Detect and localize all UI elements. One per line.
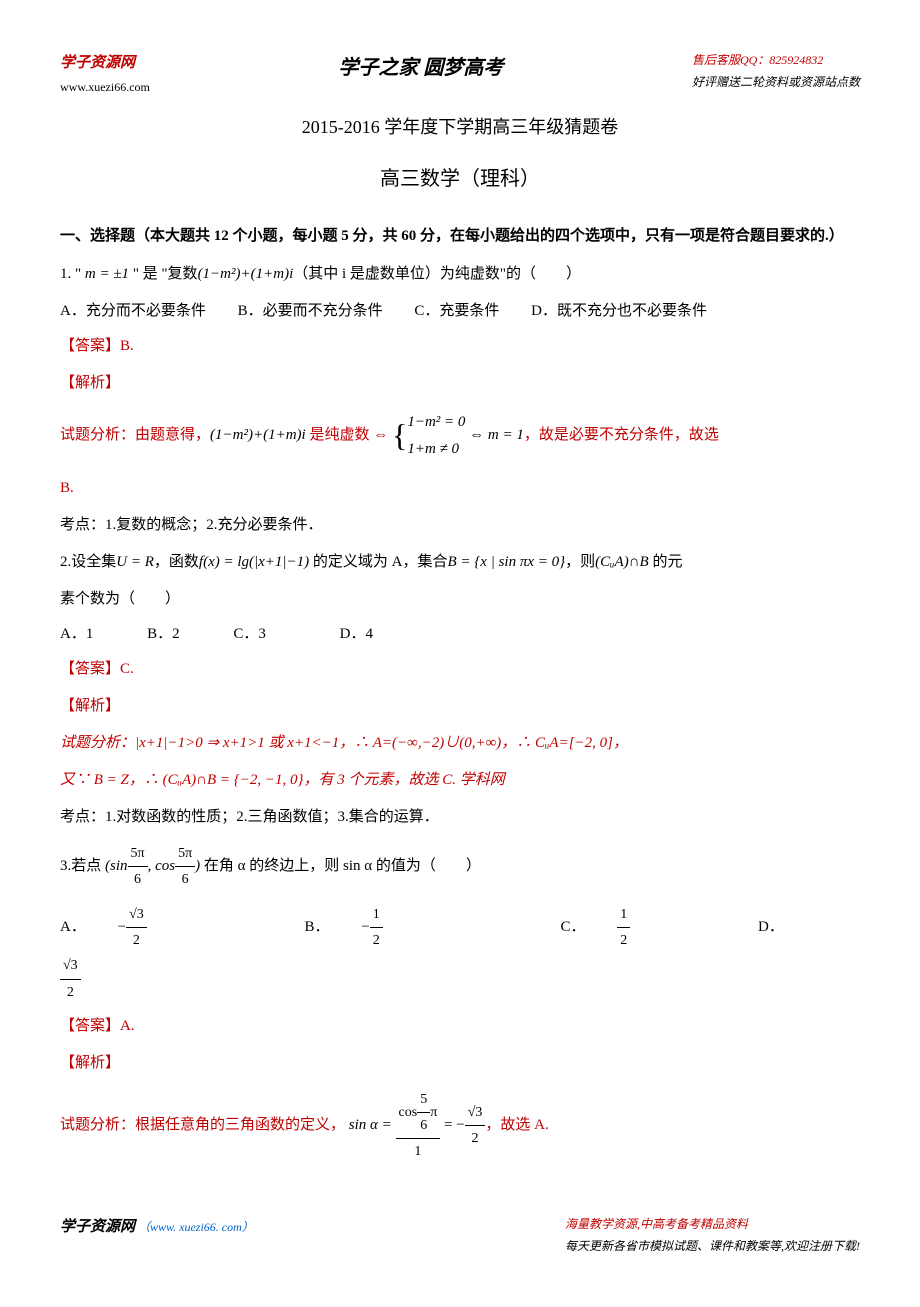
q3-opt-a: A． −√32: [60, 919, 203, 935]
q3-analysis-prefix: 试题分析：根据任意角的三角函数的定义，: [60, 1117, 345, 1133]
q3-text: 3.若点: [60, 858, 101, 874]
q2-analysis2-text: 又∵ B = Z，∴ (CᵤA)∩B = {−2, −1, 0}，有 3 个元素…: [60, 772, 505, 788]
question-3: 3.若点 (sin5π6, cos5π6) 在角 α 的终边上，则 sin α …: [60, 841, 860, 892]
q1-opt-c: C．充要条件: [414, 303, 499, 319]
q1-eq-top: 1−m² = 0: [407, 414, 465, 430]
header-left: 学子资源网 www.xuezi66.com: [60, 50, 150, 99]
q1-options: A．充分而不必要条件 B．必要而不充分条件 C．充要条件 D．既不充分也不必要条…: [60, 298, 860, 325]
q2-math4: (CᵤA)∩B: [595, 554, 649, 570]
q2-kaodian: 考点：1.对数函数的性质；2.三角函数值；3.集合的运算．: [60, 804, 860, 831]
footer-line1: 海量教学资源,中高考备考精品资料: [565, 1214, 860, 1236]
q1-opt-d: D．既不充分也不必要条件: [531, 303, 707, 319]
q3-f1-den: 6: [128, 867, 148, 892]
q2-opt-a: A．1: [60, 626, 93, 642]
section-header: 一、选择题（本大题共 12 个小题，每小题 5 分，共 60 分，在每小题给出的…: [60, 221, 860, 251]
q1-analysis-mid2: ⇔ m = 1: [469, 427, 524, 443]
q1-mid2: （其中 i 是虚数单位）为纯虚数"的（ ）: [293, 266, 581, 282]
title-main: 2015-2016 学年度下学期高三年级猜题卷: [60, 111, 860, 143]
header-brand: 学子资源网: [60, 50, 150, 77]
q2-text4: ，则: [565, 554, 595, 570]
q1-analysis: 试题分析：由题意得，(1−m²)+(1+m)i 是纯虚数 ⇔ {1−m² = 0…: [60, 407, 860, 465]
question-1: 1. " m = ±1 " 是 "复数(1−m²)+(1+m)i（其中 i 是虚…: [60, 261, 860, 288]
q2-analysis1-text: 试题分析：|x+1|−1>0 ⇒ x+1>1 或 x+1<−1，∴ A=(−∞,…: [60, 735, 628, 751]
q3-options: A． −√32 B． −12 C． 12 D． √32: [60, 902, 860, 1005]
header-url: www.xuezi66.com: [60, 77, 150, 99]
footer-right: 海量教学资源,中高考备考精品资料 每天更新各省市模拟试题、课件和教案等,欢迎注册…: [565, 1214, 860, 1257]
q1-mid1: " 是 "复数: [129, 266, 198, 282]
q2-analysis1: 试题分析：|x+1|−1>0 ⇒ x+1>1 或 x+1<−1，∴ A=(−∞,…: [60, 730, 860, 757]
q2-text: 2.设全集: [60, 554, 116, 570]
footer-brand: 学子资源网: [60, 1219, 135, 1235]
q2-text3: 的定义域为 A，集合: [309, 554, 447, 570]
q2-text5: 的元: [649, 554, 683, 570]
header-qq: 售后客服QQ：825924832: [692, 50, 860, 72]
footer: 学子资源网 （www. xuezi66. com） 海量教学资源,中高考备考精品…: [60, 1214, 860, 1257]
q1-analysis-suffix: ，故是必要不充分条件，故选: [524, 427, 719, 443]
question-2: 2.设全集U = R，函数f(x) = lg(|x+1|−1) 的定义域为 A，…: [60, 549, 860, 576]
q3-text2: 在角 α 的终边上，则 sin α 的值为（ ）: [204, 858, 481, 874]
q1-eq-bot: 1+m ≠ 0: [407, 441, 459, 457]
title-sub: 高三数学（理科）: [60, 161, 860, 197]
q3-analysis-suffix: ，故选 A.: [485, 1117, 548, 1133]
q3-answer: 【答案】A.: [60, 1013, 860, 1040]
q2-opt-c: C．3: [233, 626, 266, 642]
q1-analysis-prefix: 试题分析：由题意得，: [60, 427, 210, 443]
q1-math1: m = ±1: [85, 266, 129, 282]
q3-f2-num: 5π: [175, 841, 195, 867]
q2-options: A．1 B．2 C．3 D．4: [60, 621, 860, 648]
q3-f2-den: 6: [175, 867, 195, 892]
q2-text6: 素个数为（ ）: [60, 586, 860, 613]
q2-opt-b: B．2: [147, 626, 180, 642]
footer-url: （www. xuezi66. com）: [138, 1220, 254, 1234]
q1-analysis-label: 【解析】: [60, 370, 860, 397]
header-note: 好评赠送二轮资料或资源站点数: [692, 72, 860, 94]
q2-text2: ，函数: [154, 554, 199, 570]
q3-f1-num: 5π: [128, 841, 148, 867]
q1-opt-a: A．充分而不必要条件: [60, 303, 206, 319]
q2-analysis-label: 【解析】: [60, 693, 860, 720]
q2-answer: 【答案】C.: [60, 656, 860, 683]
q1-opt-b: B．必要而不充分条件: [238, 303, 383, 319]
q3-opt-c: C． 12: [560, 919, 686, 935]
q1-answer: 【答案】B.: [60, 333, 860, 360]
q1-prefix: 1. ": [60, 266, 85, 282]
q1-analysis-mid1: 是纯虚数: [306, 427, 370, 443]
q2-math2: f(x) = lg(|x+1|−1): [199, 554, 309, 570]
q3-analysis-label: 【解析】: [60, 1050, 860, 1077]
header-center: 学子之家 圆梦高考: [338, 50, 503, 86]
q3-analysis: 试题分析：根据任意角的三角函数的定义， sin α = cos56π1 = −√…: [60, 1087, 860, 1165]
q2-opt-d: D．4: [340, 626, 373, 642]
q3-sin-alpha: sin α =: [349, 1117, 392, 1133]
q1-math2: (1−m²)+(1+m)i: [198, 266, 294, 282]
footer-line2: 每天更新各省市模拟试题、课件和教案等,欢迎注册下载!: [565, 1236, 860, 1258]
q2-analysis2: 又∵ B = Z，∴ (CᵤA)∩B = {−2, −1, 0}，有 3 个元素…: [60, 767, 860, 794]
q2-math3: B = {x | sin πx = 0}: [448, 554, 566, 570]
header-right: 售后客服QQ：825924832 好评赠送二轮资料或资源站点数: [692, 50, 860, 93]
q2-math1: U = R: [116, 554, 154, 570]
footer-left: 学子资源网 （www. xuezi66. com）: [60, 1214, 254, 1257]
q1-analysis-end: B.: [60, 475, 860, 502]
q3-opt-b: B． −12: [305, 919, 439, 935]
q1-kaodian: 考点：1.复数的概念；2.充分必要条件．: [60, 512, 860, 539]
q1-analysis-math1: (1−m²)+(1+m)i: [210, 427, 306, 443]
